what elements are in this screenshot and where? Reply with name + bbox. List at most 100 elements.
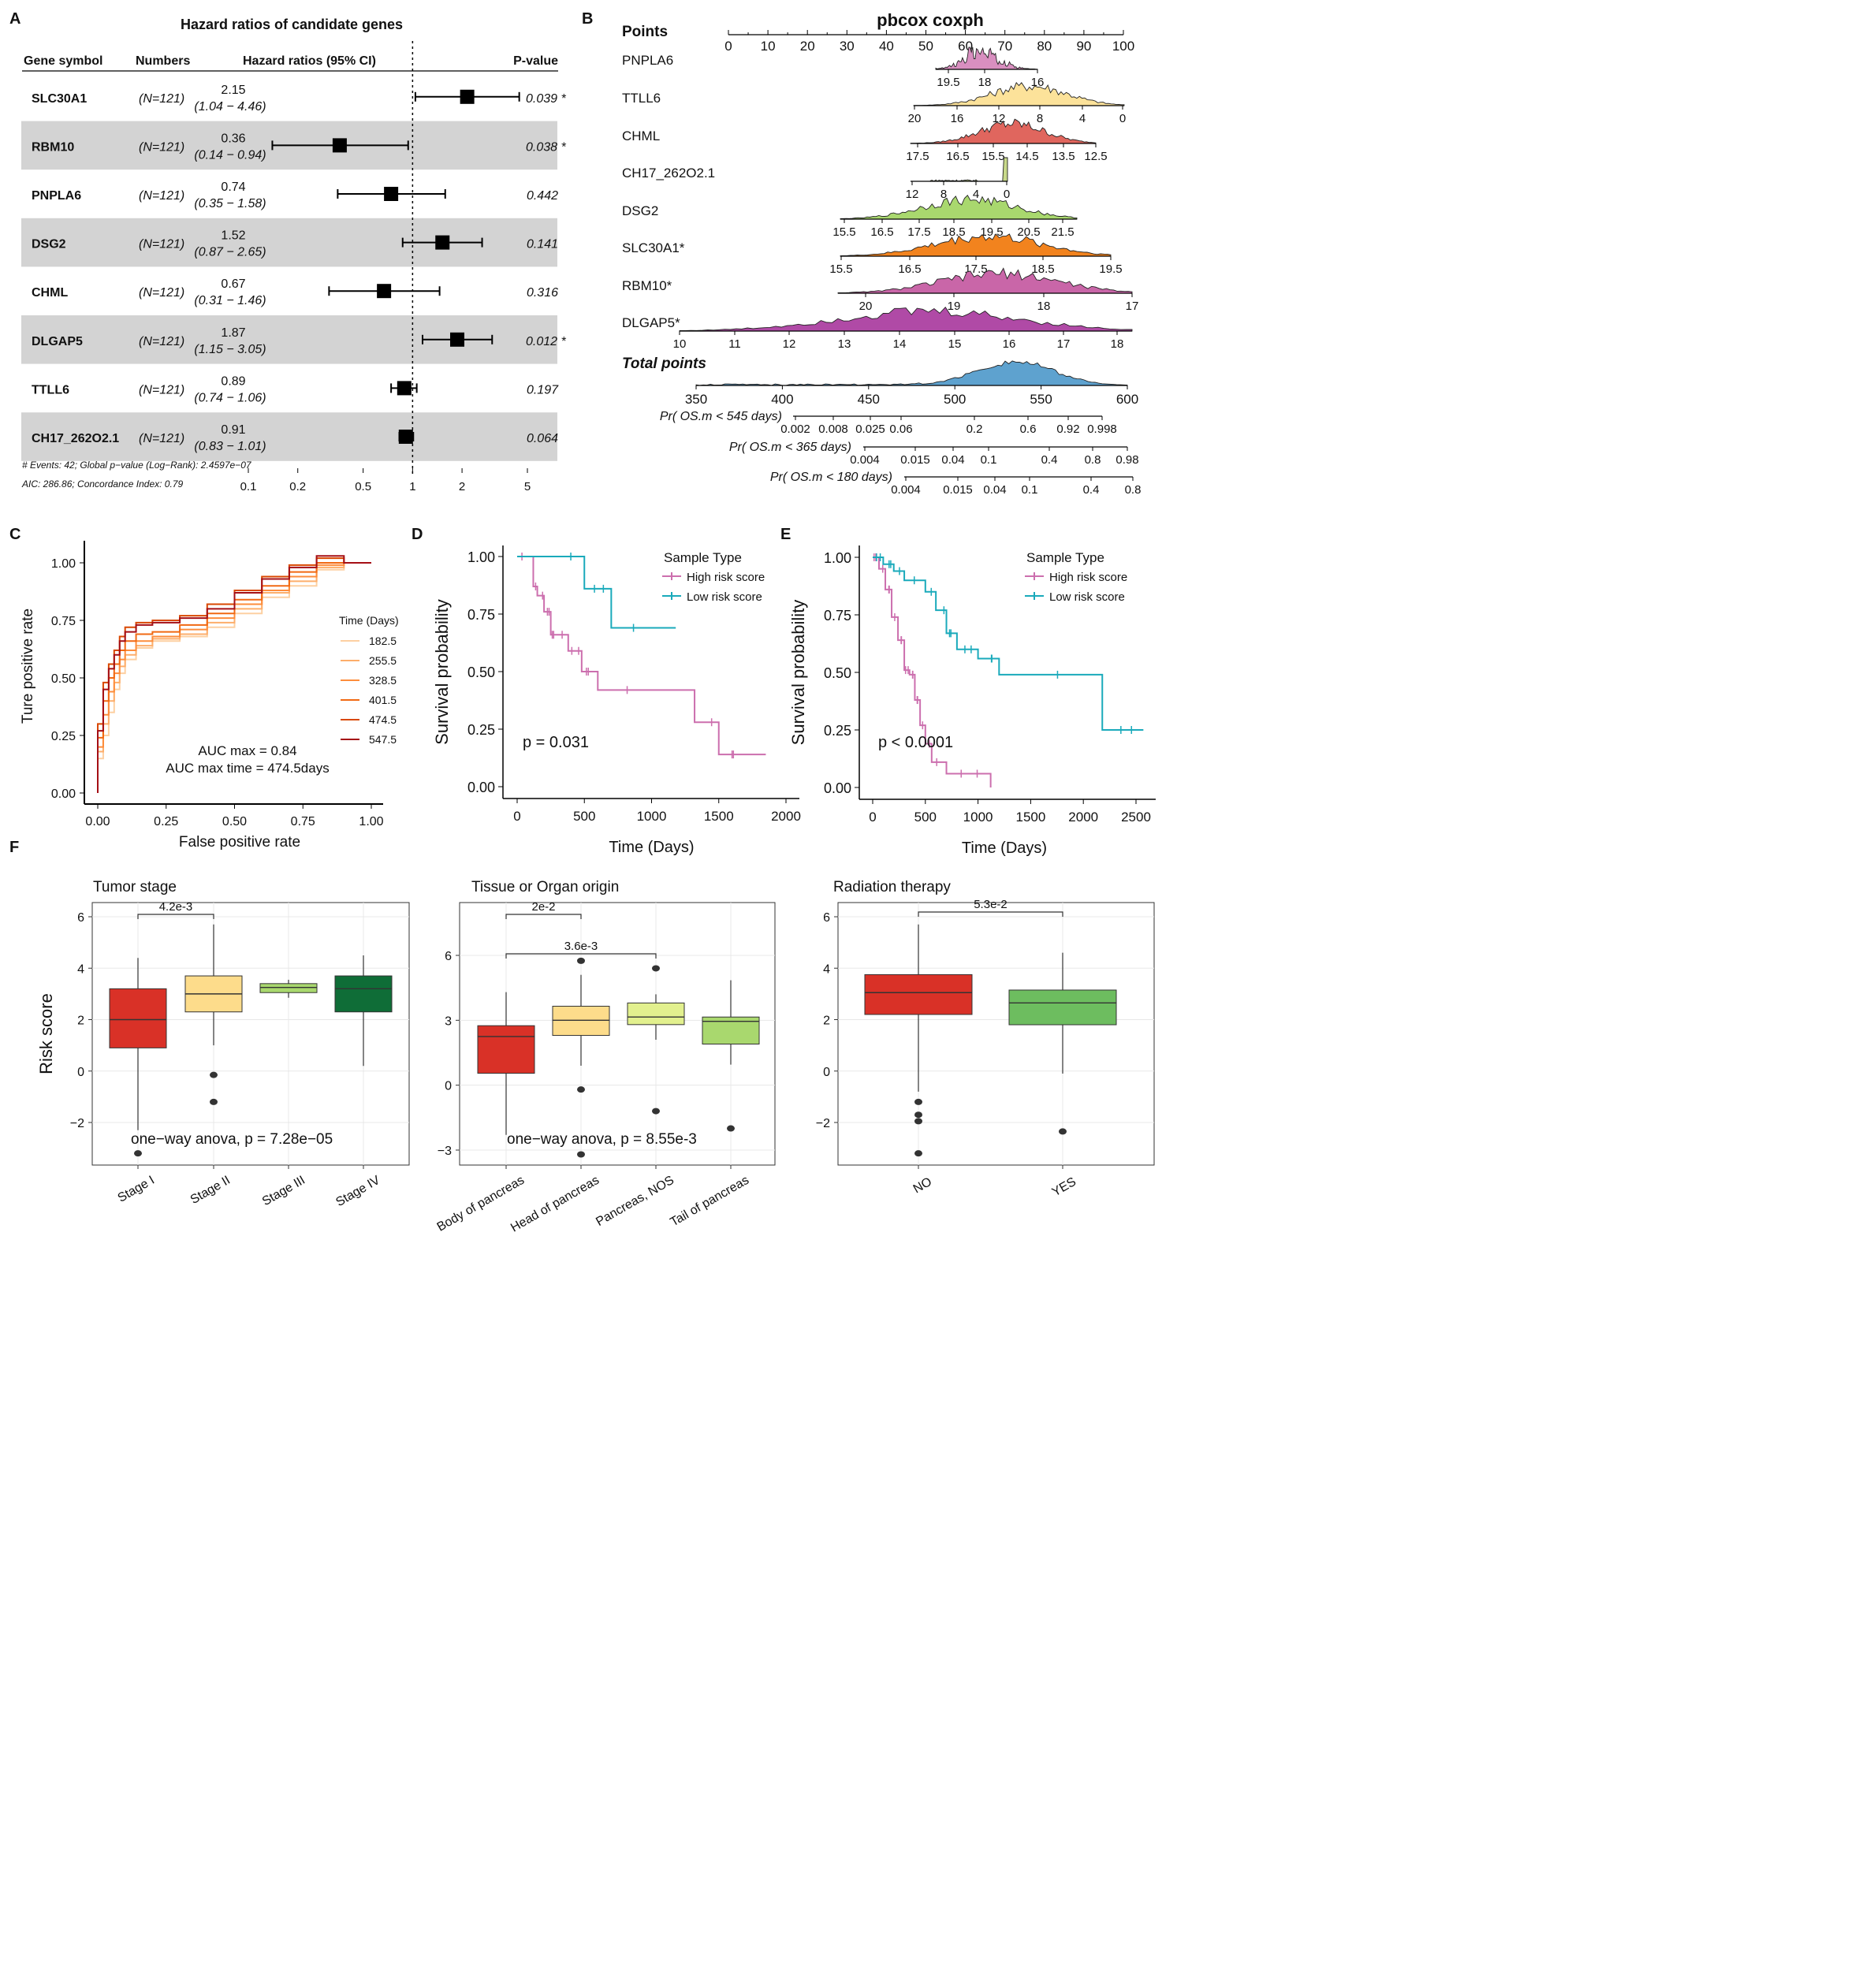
nomogram-row-tick-label: 16 [951,112,964,125]
roc-curve [97,557,371,793]
forest-rows: SLC30A1 (N=121) 2.15 (1.04 − 4.46) 0.039 * RB… [21,84,566,461]
panel-a-forest-plot: A Hazard ratios of candidate genes Gene … [9,10,566,493]
roc-legend-label: 182.5 [369,635,397,647]
km-curve [517,556,676,629]
box-x-tick-label: Stage III [260,1174,307,1209]
box-outlier [727,1125,735,1132]
box-y-tick-label: 4 [77,962,84,976]
nomogram-prob-tick-label: 0.4 [1041,453,1058,467]
roc-legend-label: 474.5 [369,713,397,726]
nomogram-total-tick-label: 600 [1116,392,1138,407]
box-significance-label: 5.3e-2 [974,898,1007,911]
forest-hr-value: 0.89 [221,374,245,388]
box-y-tick-label: 0 [77,1066,84,1079]
forest-hr-marker [460,89,475,104]
km-x-tick-label: 0 [869,810,876,825]
forest-n-label: (N=121) [139,140,184,154]
nomogram-points-tick-label: 50 [918,39,933,54]
box-y-tick-label: 4 [823,962,830,976]
panel-label-f: F [9,839,19,856]
km-curve [517,556,766,756]
forest-title: Hazard ratios of candidate genes [181,17,403,32]
roc-y-tick-label: 0.00 [51,787,76,801]
nomogram-row-tick-label: 17.5 [906,150,929,163]
nomogram-row-tick-label: 16 [1003,337,1016,351]
box-body [334,975,393,1013]
nomogram-prob-tick-label: 0.1 [1022,483,1038,497]
forest-p-value: 0.038 * [526,140,566,154]
km-curve [873,557,1144,731]
forest-gene-label: TTLL6 [32,383,69,396]
panel-c-roc: C 0.00 0.00 0.25 0.25 0.50 0.50 0.75 0.75 1.00 1.… [9,526,399,851]
nomogram-row-tick-label: 4 [973,188,979,201]
nomogram-prob-tick-label: 0.008 [818,423,848,436]
forest-x-tick-label: 0.5 [355,480,371,493]
roc-legend-label: 401.5 [369,694,397,706]
roc-y-tick-label: 1.00 [51,557,76,571]
box-outlier [577,1086,585,1093]
nomogram-density [840,194,1078,220]
roc-x-tick-label: 0.75 [291,815,315,828]
nomogram-row-tick-label: 20 [908,112,922,125]
box-outlier [914,1150,922,1157]
nomogram-density [910,118,1097,144]
forest-hr-marker [397,381,412,396]
nomogram-row-tick-label: 19 [948,300,961,313]
forest-hr-marker [384,187,399,201]
km-x-tick-label: 1500 [1015,810,1045,825]
box-x-tick-label: Stage IV [333,1174,382,1210]
nomogram-points-label: Points [622,24,668,40]
nomogram-points-tick-label: 40 [879,39,894,54]
km-plot-e: 0.00 0.25 0.50 0.75 1.00 0 500 1000 1500 2000 2500… [788,545,1156,857]
nomogram-prob-tick-label: 0.998 [1087,423,1117,436]
nomogram-row-label: PNPLA6 [622,53,673,68]
nomogram-title: pbcox coxph [877,10,984,30]
km-legend-label: High risk score [687,571,765,584]
forest-hr-marker [435,235,450,250]
roc-legend-label: 328.5 [369,674,397,687]
box-outlier [914,1111,922,1119]
nomogram-prob-tick-label: 0.002 [780,423,810,436]
forest-n-label: (N=121) [139,92,184,106]
forest-ci-value: (0.35 − 1.58) [194,197,266,210]
nomogram-row-tick-label: 18 [1037,300,1051,313]
nomogram-prob-label: Pr( OS.m < 365 days) [729,441,851,454]
box-y-tick-label: 2 [823,1014,830,1028]
forest-p-value: 0.442 [527,189,558,203]
km-y-tick-label: 0.00 [467,780,495,795]
box-outlier [914,1118,922,1125]
nomogram-total-tick-label: 350 [685,392,707,407]
roc-x-tick-label: 1.00 [359,815,383,828]
forest-x-tick-label: 5 [524,480,531,493]
nomogram-prob-tick-label: 0.015 [900,453,930,467]
nomogram-row-tick-label: 19.5 [937,76,959,89]
km-y-tick-label: 0.25 [824,723,851,739]
panel-f-boxplots: F −2 0 2 4 6 Tumor stage Stage I Stage II Stage … [9,839,1155,1235]
nomogram-points-tick-label: 90 [1076,39,1091,54]
roc-legend-label: 255.5 [369,654,397,667]
box-anova-annotation: one−way anova, p = 7.28e−05 [131,1131,333,1148]
forest-header-numbers: Numbers [136,54,190,68]
km-x-tick-label: 1000 [637,809,667,824]
km-x-tick-label: 500 [914,810,937,825]
km-y-tick-label: 0.50 [824,665,851,681]
nomogram-row-tick-label: 19.5 [1099,262,1122,276]
nomogram-row-tick-label: 15.5 [832,225,855,239]
box-outlier [577,1151,585,1158]
nomogram-prob-tick-label: 0.8 [1125,483,1142,497]
nomogram-total-tick-label: 550 [1030,392,1052,407]
forest-n-label: (N=121) [139,189,184,203]
box-anova-annotation: one−way anova, p = 8.55e-3 [507,1131,697,1148]
km-y-tick-label: 0.25 [467,722,495,738]
nomogram-row-tick-label: 17 [1126,300,1139,313]
forest-header-p: P-value [513,54,558,68]
box-y-tick-label: 3 [445,1014,452,1028]
forest-gene-label: SLC30A1 [32,92,87,106]
box-panel-frame [837,902,1155,1166]
forest-hr-value: 0.67 [221,277,245,291]
forest-gene-label: PNPLA6 [32,189,81,203]
km-plot-d: 0.00 0.25 0.50 0.75 1.00 0 500 1000 1500 2000 Time… [432,545,801,856]
roc-y-label: Ture positive rate [20,609,36,724]
nomogram-row-tick-label: 14.5 [1015,150,1038,163]
roc-x-tick-label: 0.25 [154,815,178,828]
